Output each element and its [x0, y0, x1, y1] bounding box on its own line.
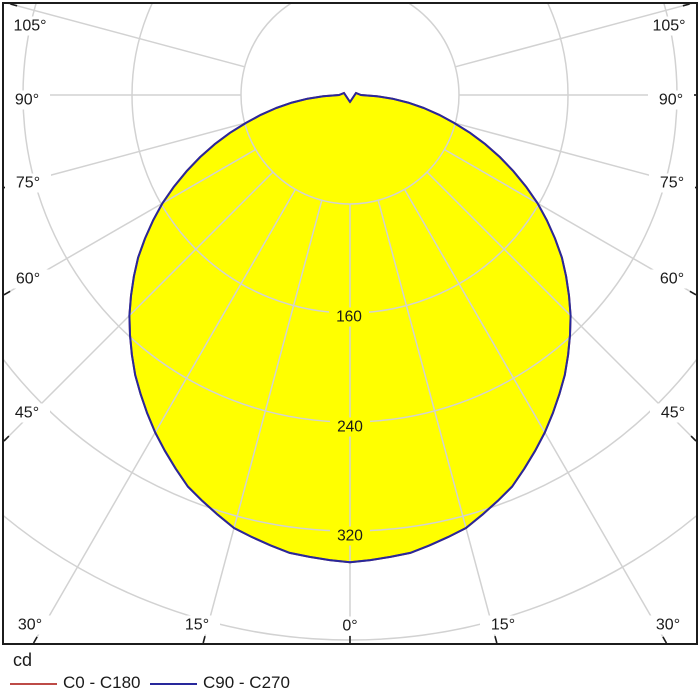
axis-tick [690, 435, 697, 442]
angle-label: 90° [659, 92, 683, 109]
angle-label-bg [649, 173, 695, 193]
axis-tick [494, 635, 498, 644]
angle-label: 90° [15, 92, 39, 109]
legend-row: C0 - C180 C90 - C270 [0, 672, 700, 696]
grid-radial-line [377, 200, 498, 643]
grid-radial-line [426, 171, 696, 443]
angle-label-bg [480, 615, 526, 635]
angle-label: 105° [652, 18, 685, 35]
angle-label: 30° [18, 617, 42, 634]
ring-label: 240 [337, 419, 363, 436]
angle-label: 75° [16, 175, 40, 192]
angle-label-bg [327, 616, 373, 636]
angle-label: 60° [16, 271, 40, 288]
grid-radial-line [32, 189, 297, 643]
grid-radial-line [403, 189, 668, 643]
c90-c270-curve [128, 92, 572, 564]
grid-radial-line [4, 148, 256, 296]
grid-radial-line [455, 122, 696, 189]
plot-border [2, 2, 698, 645]
angle-label-bg [174, 615, 220, 635]
angle-label-bg [7, 615, 53, 635]
angle-label-bg [646, 16, 692, 36]
c0-c180-legend-label: C0 - C180 [63, 673, 141, 692]
angle-label: 60° [660, 271, 684, 288]
axis-tick [32, 636, 38, 644]
angle-label-bg [4, 90, 50, 110]
grid-radial-line [4, 122, 245, 189]
angle-label-bg [5, 173, 51, 193]
angle-label-bg [650, 403, 696, 423]
angle-label-bg [5, 269, 51, 289]
angle-label: 15° [491, 617, 515, 634]
angle-label-bg [4, 403, 50, 423]
grid-radial-line [444, 148, 696, 296]
ring-label-bg [330, 526, 370, 546]
axis-tick [202, 635, 206, 644]
angle-label-bg [645, 615, 691, 635]
legend: cd C0 - C180 C90 - C270 [0, 646, 700, 700]
angle-label: 30° [656, 617, 680, 634]
c0-c180-line-sample [10, 683, 57, 685]
ring-label-bg [329, 307, 369, 327]
grid-radial-line [4, 171, 274, 443]
axis-tick [3, 435, 10, 442]
grid-radial-line [202, 200, 323, 643]
angle-label-bg [7, 16, 53, 36]
ring-label: 320 [337, 528, 363, 545]
grid-radial-line [7, 4, 245, 68]
axis-tick [10, 3, 18, 7]
angle-label: 45° [661, 405, 685, 422]
intensity-curves [128, 91, 572, 564]
axis-tick [3, 290, 11, 296]
angle-label-bg [648, 90, 694, 110]
angle-label: 105° [13, 18, 46, 35]
angle-labels: 105° 90° 75° 60° 45° 30° 15° 0° 15° 30° 45° 60° 75° 9… [4, 16, 696, 636]
angle-label: 75° [660, 175, 684, 192]
c90-c270-legend-label: C90 - C270 [203, 673, 290, 692]
angle-label: 0° [342, 618, 357, 635]
axis-tick [682, 3, 690, 7]
angle-label: 15° [185, 617, 209, 634]
angle-label: 45° [15, 405, 39, 422]
ring-label: 160 [336, 309, 362, 326]
c90-c270-line-sample [150, 683, 197, 685]
ring-label-bg [330, 417, 370, 437]
grid-radial-line [455, 4, 693, 68]
angle-label-bg [649, 269, 695, 289]
axis-tick [662, 636, 668, 644]
axis-unit-label: cd [13, 650, 33, 670]
ring-labels: 160 240 320 [329, 307, 370, 546]
axis-tick [689, 290, 697, 296]
polar-photometric-chart: 160 240 320 105° 90° 75° 60° 45° 30° 15° 0° 15° 30°… [2, 2, 698, 645]
